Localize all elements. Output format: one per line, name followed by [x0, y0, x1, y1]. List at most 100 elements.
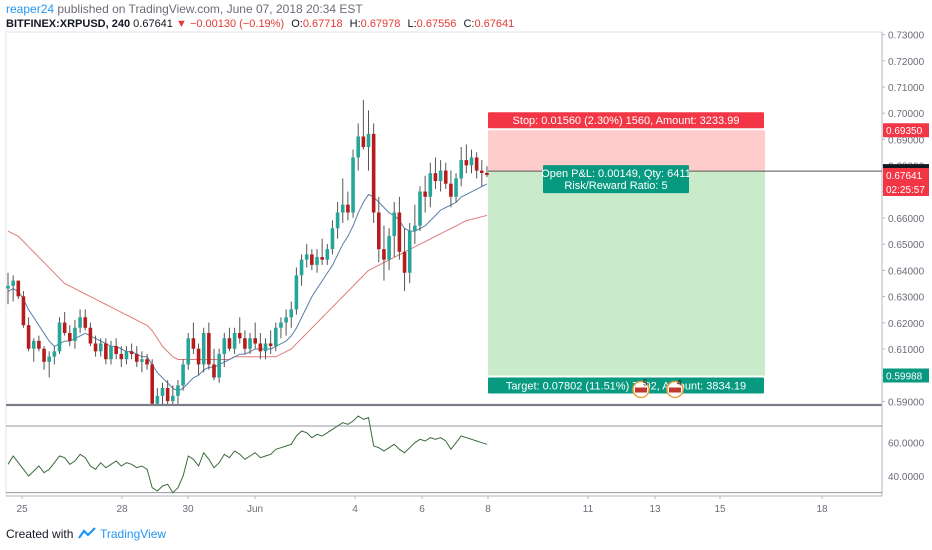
event-count-badge: 5 [643, 378, 648, 387]
symbol-legend: BITFINEX:XRPUSD, 240 0.67641 ▼ −0.00130 … [6, 18, 514, 30]
price-tick-label: 0.64000 [888, 266, 925, 277]
candle [289, 301, 294, 328]
candle [330, 220, 335, 255]
candle [201, 327, 206, 373]
candle [382, 225, 386, 281]
candle [258, 333, 263, 360]
open-value: 0.67718 [302, 18, 343, 30]
price-change: −0.00130 (−0.19%) [189, 18, 285, 30]
candle [263, 338, 268, 360]
candle [68, 325, 72, 347]
price-tick-label: 0.73000 [888, 31, 925, 42]
candle [443, 162, 448, 189]
candle [438, 160, 443, 192]
target-label-box [488, 377, 764, 394]
candle [52, 346, 57, 365]
candle [397, 196, 402, 260]
stop-label-box [488, 112, 764, 129]
time-tick-label: Jun [247, 504, 263, 515]
candle [387, 228, 391, 271]
candle [104, 338, 108, 365]
price-label-timer-box [883, 182, 929, 197]
candle [407, 222, 412, 284]
candle [237, 317, 242, 344]
candle [304, 243, 309, 268]
candle [37, 335, 41, 352]
candle [119, 346, 124, 368]
candle [227, 327, 232, 352]
candle [129, 343, 134, 360]
candle [62, 312, 67, 336]
price-tick-label: 0.70000 [888, 109, 925, 120]
candle [366, 110, 371, 171]
open-label: O: [291, 18, 303, 30]
high-label: H: [349, 18, 361, 30]
tradingview-brand[interactable]: TradingView [100, 527, 167, 541]
us-flag-stripe [635, 387, 647, 393]
candle [186, 333, 191, 370]
candle [176, 380, 180, 404]
candle [346, 191, 350, 221]
price-tick-label: 0.65000 [888, 240, 925, 251]
symbol-name[interactable]: BITFINEX:XRPUSD, 240 [6, 18, 131, 30]
candle [160, 382, 165, 404]
author-link[interactable]: reaper24 [6, 2, 55, 16]
candle [371, 123, 376, 223]
slow-moving-average-line [7, 214, 488, 360]
candle [181, 359, 185, 391]
time-tick-label: 11 [583, 504, 594, 515]
candle [377, 196, 381, 263]
candle [474, 152, 479, 179]
candle [454, 173, 458, 203]
price-label-target-box [883, 368, 929, 383]
us-flag-stripe [669, 387, 681, 393]
candle [109, 340, 113, 365]
price-tick-label: 0.69000 [888, 135, 925, 146]
candle [222, 333, 227, 368]
price-label-timer: 02:25:57 [886, 185, 925, 196]
low-label: L: [407, 18, 417, 30]
candle [57, 317, 62, 354]
time-tick-label: 13 [649, 504, 661, 515]
close-value: 0.67641 [474, 18, 515, 30]
candle [402, 228, 407, 292]
candle [171, 385, 175, 404]
candle [356, 123, 360, 171]
candle [134, 346, 139, 368]
low-value: 0.67556 [416, 18, 457, 30]
time-tick-label: 25 [16, 504, 28, 515]
price-chart[interactable]: 0.730000.720000.710000.700000.690000.680… [0, 0, 932, 518]
price-tick-label: 0.71000 [888, 83, 925, 94]
close-label: C: [463, 18, 475, 30]
publish-info: reaper24 published on TradingView.com, J… [6, 2, 363, 16]
candle [392, 202, 397, 258]
candle [88, 322, 93, 347]
candle [83, 309, 88, 331]
candle [253, 322, 257, 349]
candle [340, 178, 345, 223]
candle [428, 162, 433, 208]
stop-label: Stop: 0.01560 (2.30%) 1560, Amount: 3233… [513, 115, 740, 127]
price-tick-label: 0.66000 [888, 214, 925, 225]
candle [294, 267, 299, 315]
rsi-pane-frame [5, 405, 883, 497]
candle [299, 254, 304, 286]
time-tick-label: 6 [419, 504, 425, 515]
candle [217, 348, 221, 383]
candle [274, 322, 278, 352]
rsi-tick-label: 40.0000 [888, 472, 925, 483]
candle [361, 99, 366, 150]
footer: Created with TradingView [0, 518, 932, 550]
candle [480, 160, 484, 187]
candle [459, 147, 463, 187]
candle [191, 322, 196, 354]
candle [6, 272, 10, 305]
candle [31, 338, 36, 362]
candle [279, 317, 283, 339]
time-tick-label: 4 [352, 504, 358, 515]
price-label-target: 0.59988 [886, 371, 923, 382]
event-count-badge: 4 [677, 378, 682, 387]
candle [145, 353, 149, 370]
publish-text: published on TradingView.com, June 07, 2… [54, 2, 363, 16]
candle [284, 309, 288, 336]
